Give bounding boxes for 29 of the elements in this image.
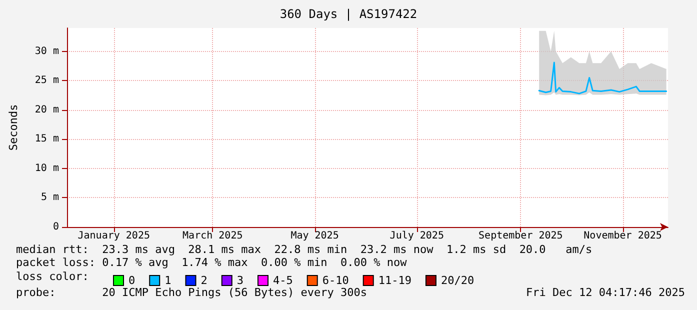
x-tick-label: January 2025 xyxy=(78,230,150,242)
legend-label: 3 xyxy=(236,274,244,287)
text: packet loss: 0.17 % avg 1.74 % max 0.00 % min 0.00 % now xyxy=(16,256,407,269)
y-tick-label: 30 m xyxy=(34,46,59,57)
y-axis-title: Seconds xyxy=(7,104,20,151)
y-tick-label: 0 xyxy=(52,222,59,232)
x-tick-label: July 2025 xyxy=(390,230,444,242)
text: probe: 20 ICMP Echo Pings (56 Bytes) every 300s xyxy=(16,286,367,299)
x-tick-label: September 2025 xyxy=(478,230,563,242)
line-series xyxy=(538,62,668,94)
legend-label: 6-10 xyxy=(322,274,349,287)
legend-label: 11-19 xyxy=(378,274,412,287)
y-tick-label: 15 m xyxy=(34,134,59,145)
legend-title: loss color: xyxy=(16,270,89,283)
y-tick-label: 20 m xyxy=(34,104,59,116)
x-tick-label: May 2025 xyxy=(290,230,339,242)
chart-title: 360 Days | AS197422 xyxy=(280,7,418,21)
text: Fri Dec 12 04:17:46 2025 xyxy=(526,286,685,299)
legend-label: 0 xyxy=(128,274,136,287)
legend-label: 1 xyxy=(164,274,172,287)
y-tick-label: 10 m xyxy=(34,162,59,174)
x-tick-label: November 2025 xyxy=(584,230,662,242)
text: median rtt: 23.3 ms avg 28.1 ms max 22.8 ms min 23.2 ms now 1.2 ms sd 20.0 am/s xyxy=(16,243,592,256)
legend-label: 4-5 xyxy=(272,274,293,287)
y-tick-label: 5 m xyxy=(40,192,59,204)
legend-label: 2 xyxy=(200,274,208,287)
x-tick-label: March 2025 xyxy=(182,230,243,242)
legend-label: 20/20 xyxy=(440,274,474,287)
y-tick-label: 25 m xyxy=(34,75,59,86)
